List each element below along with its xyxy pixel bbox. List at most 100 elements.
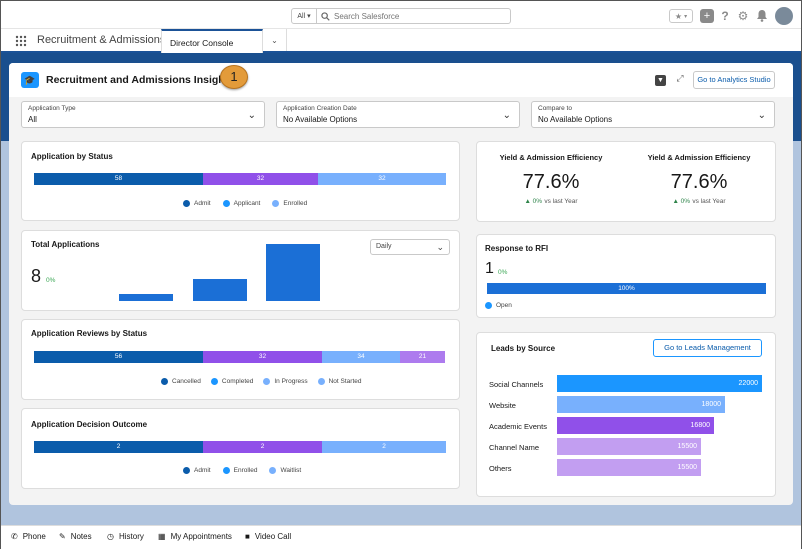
utility-bar [1,525,801,549]
callout-badge: 1 [220,65,248,89]
legend-item: Enrolled [272,200,307,207]
legend-dot-icon [183,467,190,474]
total-applications-value: 8 [31,266,42,286]
rfi-value: 1 [485,260,494,277]
filter-icon[interactable]: ▼ [655,75,666,86]
leads-bar[interactable]: 15500 [557,459,701,476]
bar-segment[interactable]: 58 [34,173,203,185]
search-scope-dropdown[interactable]: All ▾ [291,8,317,24]
legend: Admit Applicant Enrolled [183,200,307,207]
filter-value: No Available Options [538,115,613,124]
legend-dot-icon [317,378,325,385]
search-input[interactable] [334,11,504,21]
bar-segment[interactable]: 32 [203,351,322,363]
legend-item: Not Started [317,378,362,385]
bar-segment[interactable]: 32 [318,173,446,185]
stacked-bar: 2 2 2 [34,441,446,453]
kpi-change: ▲ 0% [524,198,543,205]
leads-bar[interactable]: 15500 [557,438,701,455]
legend-dot-icon [161,378,168,385]
chart-bar[interactable] [266,244,320,301]
tab-director-console[interactable]: Director Console [161,29,263,53]
bar-segment[interactable]: 32 [203,173,318,185]
leads-bar-chart: Social Channels 22000 Website 18000 Academic… [489,375,764,485]
star-icon: ★ [674,11,683,21]
rfi-bar[interactable]: 100% [487,283,766,294]
chart-bar[interactable] [119,294,173,301]
leads-bar[interactable]: 22000 [557,375,762,392]
expand-icon[interactable]: ⤢ [676,73,684,83]
period-dropdown[interactable]: Daily ⌄ [370,239,450,255]
leads-bar[interactable]: 16800 [557,417,714,434]
chevron-down-icon: ▾ [684,13,688,20]
utility-label: Video Call [254,532,292,541]
legend-item: Completed [210,378,254,385]
avatar[interactable] [775,7,793,25]
utility-phone[interactable]: ✆ Phone [11,532,46,541]
legend-label: Completed [221,378,254,385]
legend: Cancelled Completed In Progress Not Star… [161,378,362,385]
utility-label: Notes [70,532,92,541]
help-icon[interactable]: ? [721,9,729,23]
bar-segment[interactable]: 2 [34,441,203,453]
filter-label: Application Type [28,105,76,112]
utility-history[interactable]: ◷ History [107,532,144,541]
legend-dot-icon [210,378,218,385]
legend-dot-icon [272,200,280,207]
go-to-leads-management-button[interactable]: Go to Leads Management [653,339,762,357]
legend-label: Enrolled [283,200,308,207]
card-title: Leads by Source [491,344,556,353]
utility-label: History [118,532,144,541]
chevron-down-icon: ⌄ [436,242,444,252]
bell-icon[interactable] [755,9,769,23]
legend-dot-icon [485,302,492,309]
search-icon [321,11,330,21]
leads-category-label: Others [489,464,512,473]
leads-bar[interactable]: 18000 [557,396,725,413]
go-to-analytics-studio-button[interactable]: Go to Analytics Studio [693,71,775,89]
filter-application-type[interactable]: Application Type All ⌄ [21,101,265,128]
card-title: Application Reviews by Status [31,329,148,338]
gear-icon[interactable]: ⚙ [737,9,749,23]
legend-dot-icon [222,200,230,207]
filter-application-creation-date[interactable]: Application Creation Date No Available O… [276,101,520,128]
leads-category-label: Academic Events [489,422,547,431]
chart-bar[interactable] [193,279,247,301]
bar-segment[interactable]: 2 [322,441,446,453]
filter-compare-to[interactable]: Compare to No Available Options ⌄ [531,101,775,128]
response-to-rfi-card [476,234,776,318]
favorites-button[interactable]: ★ ▾ [669,9,693,23]
filter-label: Application Creation Date [283,105,357,112]
legend-label: Waitlist [280,467,302,474]
utility-my-appointments[interactable]: ▦ My Appointments [158,532,232,541]
legend-label: In Progress [274,378,308,385]
bar-segment[interactable]: 2 [203,441,322,453]
stacked-bar: 56 32 34 21 [34,351,446,363]
legend-item: Admit [183,200,211,207]
filter-value: No Available Options [283,115,358,124]
global-actions-plus-icon[interactable]: + [700,9,714,23]
app-nav-bar [1,29,801,53]
yield-kpi: Yield & Admission Efficiency 77.6% ▲ 0% … [476,153,626,205]
kpi-title: Yield & Admission Efficiency [499,153,603,162]
search-box[interactable] [317,8,511,24]
legend-dot-icon [263,378,271,385]
graduation-cap-icon: 🎓 [21,72,39,88]
legend-dot-icon [183,200,190,207]
utility-notes[interactable]: ✎ Notes [59,532,92,541]
yield-kpi: Yield & Admission Efficiency 77.6% ▲ 0% … [624,153,774,205]
utility-video-call[interactable]: ■ Video Call [245,532,291,541]
legend-item: Cancelled [161,378,201,385]
bar-segment[interactable]: 21 [400,351,445,363]
yield-admission-card [476,141,776,222]
legend-label: Admit [194,467,211,474]
phone-icon: ✆ [11,532,18,541]
tab-menu-chevron-icon[interactable]: ⌄ [263,29,287,51]
legend-item: In Progress [263,378,308,385]
card-title: Total Applications [31,240,100,249]
bar-segment[interactable]: 34 [322,351,400,363]
app-launcher-icon[interactable] [15,35,27,47]
legend-item: Enrolled [222,467,257,474]
bar-segment[interactable]: 56 [34,351,203,363]
leads-category-label: Social Channels [489,380,544,389]
